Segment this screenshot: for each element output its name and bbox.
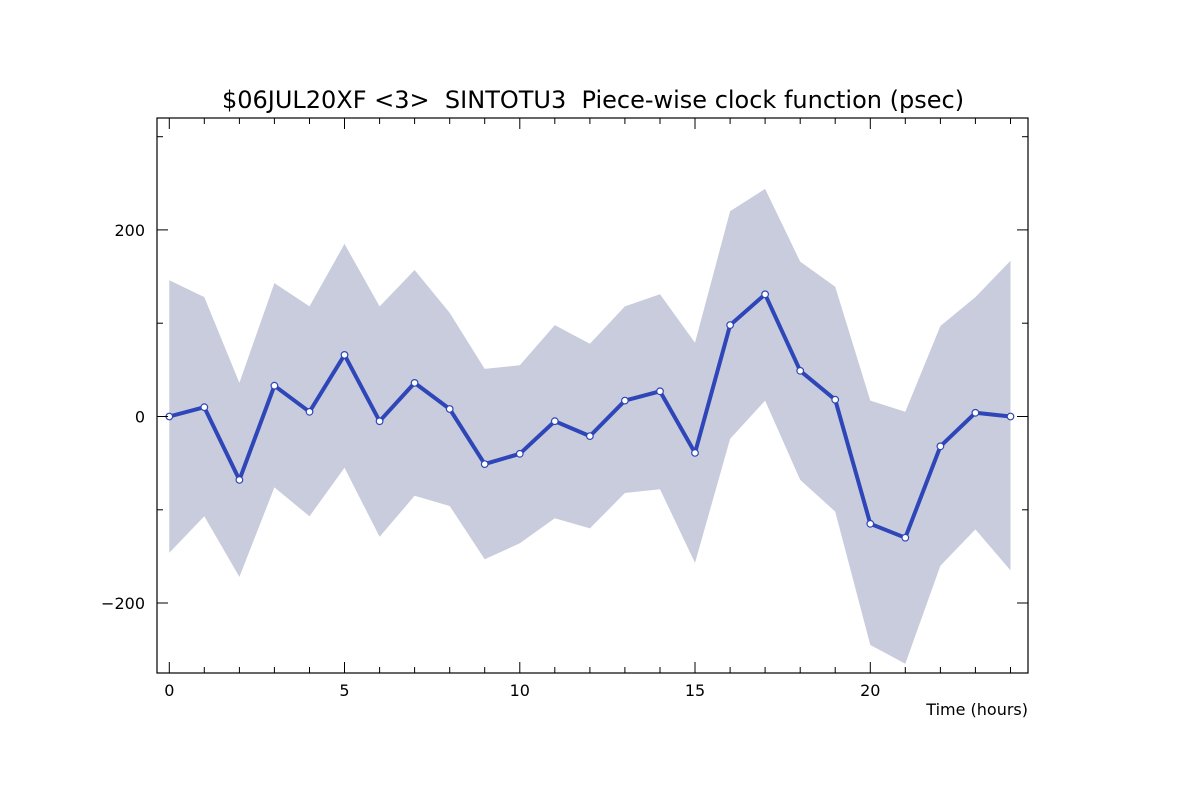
data-point — [691, 449, 699, 457]
data-point — [726, 321, 734, 330]
chart-title: $06JUL20XF <3> SINTOTU3 Piece-wise clock… — [222, 86, 964, 114]
data-point — [866, 519, 875, 528]
data-point — [1006, 412, 1015, 421]
data-point — [480, 460, 489, 469]
error-band — [169, 188, 1011, 664]
data-point — [831, 395, 840, 404]
data-point — [656, 387, 664, 396]
data-point — [445, 405, 454, 413]
x-axis-label: Time (hours) — [925, 700, 1028, 719]
data-point — [761, 290, 769, 299]
data-point — [936, 442, 945, 451]
data-point — [515, 449, 524, 458]
x-tick-label: 0 — [164, 681, 174, 700]
data-point — [621, 396, 629, 405]
plot-frame — [156, 117, 1029, 674]
y-tick-label: −200 — [101, 594, 145, 613]
x-tick-label: 20 — [860, 681, 880, 700]
y-tick-label: 0 — [135, 408, 145, 427]
x-tick-label: 10 — [510, 681, 530, 700]
data-point — [305, 407, 314, 416]
x-tick-labels: 0 5 10 15 20 — [164, 681, 880, 700]
data-point — [410, 379, 419, 387]
data-point — [971, 408, 980, 417]
data-point — [586, 432, 594, 441]
data-point — [340, 351, 349, 359]
data-point — [550, 417, 559, 426]
data-point — [270, 381, 279, 390]
data-point — [235, 476, 244, 484]
tick-layer — [157, 118, 1028, 673]
data-point — [200, 403, 209, 412]
data-point — [375, 417, 384, 426]
x-tick-label: 5 — [339, 681, 349, 700]
y-tick-labels: −200 0 200 — [101, 221, 145, 613]
data-point — [796, 366, 805, 375]
x-tick-label: 15 — [685, 681, 705, 700]
marker-layer — [165, 290, 1015, 542]
error-band-layer — [169, 188, 1011, 664]
data-point — [901, 533, 910, 542]
y-tick-label: 200 — [114, 221, 145, 240]
